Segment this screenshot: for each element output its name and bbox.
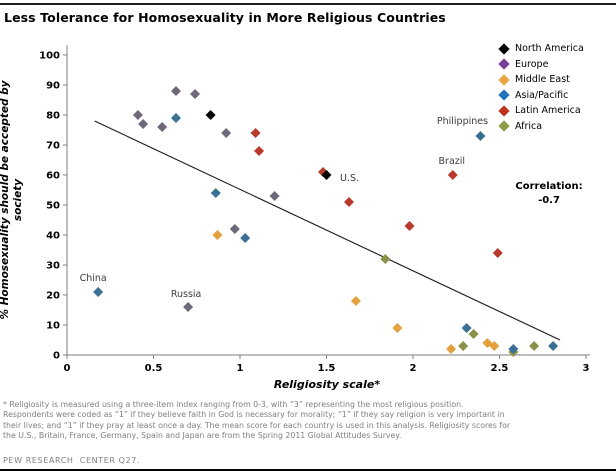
x-tick-label: 0 <box>64 363 71 374</box>
data-point-europe <box>190 89 201 99</box>
data-point-asia-pacific <box>210 188 221 198</box>
y-tick-label: 50 <box>46 201 60 212</box>
data-point-middle-east <box>350 296 361 306</box>
y-tick-label: 70 <box>46 141 60 152</box>
data-point-asia-pacific <box>240 233 251 243</box>
data-point-north-america <box>321 170 332 180</box>
trendline <box>94 120 561 341</box>
data-point-asia-pacific <box>548 341 559 351</box>
x-tick-label: 2.5 <box>491 363 509 374</box>
y-tick-label: 30 <box>46 261 60 272</box>
data-point-asia-pacific <box>475 131 486 141</box>
data-point-africa <box>529 341 540 351</box>
y-axis-title: % Homosexuality should be accepted by soc… <box>0 80 24 320</box>
y-tick-label: 100 <box>39 51 60 62</box>
data-point-europe <box>138 119 149 129</box>
data-point-latin-america <box>492 248 503 258</box>
data-point-middle-east <box>489 341 500 351</box>
data-point-latin-america <box>254 146 265 156</box>
data-point-africa <box>468 329 479 339</box>
country-label: Brazil <box>439 156 466 167</box>
source-footer: PEW RESEARCH CENTER Q27. <box>3 456 141 465</box>
diamond-marker-icon <box>498 89 510 101</box>
data-point-africa <box>458 341 469 351</box>
y-tick-label: 20 <box>46 291 60 302</box>
data-point-europe <box>157 122 168 132</box>
footnote: * Religiosity is measured using a three-… <box>3 400 615 441</box>
legend-item-north-america: North America <box>498 41 584 57</box>
legend-label: Africa <box>515 120 543 132</box>
country-label: Philippines <box>437 116 488 127</box>
y-tick-label: 10 <box>46 321 60 332</box>
diamond-marker-icon <box>498 105 510 117</box>
data-point-asia-pacific <box>170 113 181 123</box>
legend-label: Asia/Pacific <box>515 89 569 101</box>
data-point-europe <box>221 128 232 138</box>
footnote-line: the U.S., Britain, France, Germany, Spai… <box>3 430 402 440</box>
data-point-latin-america <box>343 197 354 207</box>
footnote-line: their lives; and “1” if they pray at lea… <box>3 420 511 430</box>
data-point-middle-east <box>392 323 403 333</box>
legend-item-europe: Europe <box>498 57 584 73</box>
data-point-asia-pacific <box>93 287 104 297</box>
x-tick-label: 0.5 <box>145 363 163 374</box>
x-tick-label: 1.5 <box>318 363 336 374</box>
data-point-asia-pacific <box>461 323 472 333</box>
diamond-marker-icon <box>498 43 510 55</box>
legend-label: North America <box>515 43 584 55</box>
x-tick-label: 2 <box>410 363 417 374</box>
diamond-marker-icon <box>498 120 510 132</box>
data-point-latin-america <box>404 221 415 231</box>
legend-item-asia-pacific: Asia/Pacific <box>498 88 584 104</box>
data-point-africa <box>380 254 391 264</box>
data-point-middle-east <box>446 344 457 354</box>
country-label: China <box>80 273 107 284</box>
data-point-europe <box>183 302 194 312</box>
bottom-divider <box>0 469 616 471</box>
data-point-europe <box>229 224 240 234</box>
footnote-line: * Religiosity is measured using a three-… <box>3 400 464 409</box>
y-tick-label: 90 <box>46 81 60 92</box>
data-point-asia-pacific <box>508 344 519 354</box>
x-axis-title: Religiosity scale* <box>274 378 380 391</box>
data-point-europe <box>132 110 143 120</box>
chart-title: Less Tolerance for Homosexuality in More… <box>4 10 446 25</box>
legend-label: Europe <box>515 58 549 70</box>
legend-item-middle-east: Middle East <box>498 72 584 88</box>
y-tick-label: 0 <box>53 351 60 362</box>
scatter-plot: 0 0.5 1 1.5 2 2.5 30102030405060708090100Relig… <box>39 45 590 391</box>
data-point-europe <box>170 86 181 96</box>
legend-item-africa: Africa <box>498 119 584 135</box>
diamond-marker-icon <box>498 58 510 70</box>
y-tick-label: 80 <box>46 111 60 122</box>
data-point-latin-america <box>250 128 261 138</box>
data-point-europe <box>269 191 280 201</box>
data-point-north-america <box>205 110 216 120</box>
y-tick-label: 40 <box>46 231 60 242</box>
footnote-line: Respondents were coded as “1” if they be… <box>3 410 505 420</box>
correlation-value: -0.7 <box>538 194 560 206</box>
diamond-marker-icon <box>498 74 510 86</box>
legend-label: Latin America <box>515 105 581 117</box>
x-tick-label: 3 <box>583 363 590 374</box>
correlation-annotation: Correlation: -0.7 <box>505 180 593 207</box>
x-tick-label: 1 <box>237 363 244 374</box>
legend-item-latin-america: Latin America <box>498 103 584 119</box>
top-divider <box>0 3 616 5</box>
data-point-latin-america <box>447 170 458 180</box>
country-label: U.S. <box>340 173 359 184</box>
y-tick-label: 60 <box>46 171 60 182</box>
correlation-label: Correlation: <box>515 181 583 192</box>
legend: North America Europe Middle East Asia/Pacif… <box>498 41 584 135</box>
country-label: Russia <box>171 289 202 300</box>
legend-label: Middle East <box>515 74 570 86</box>
data-point-middle-east <box>212 230 223 240</box>
